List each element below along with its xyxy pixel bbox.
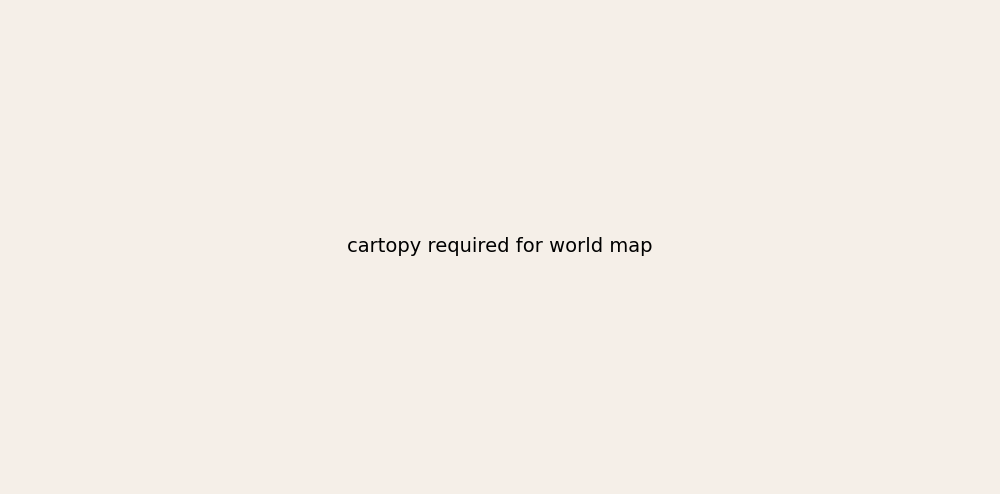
Text: cartopy required for world map: cartopy required for world map — [347, 238, 653, 256]
